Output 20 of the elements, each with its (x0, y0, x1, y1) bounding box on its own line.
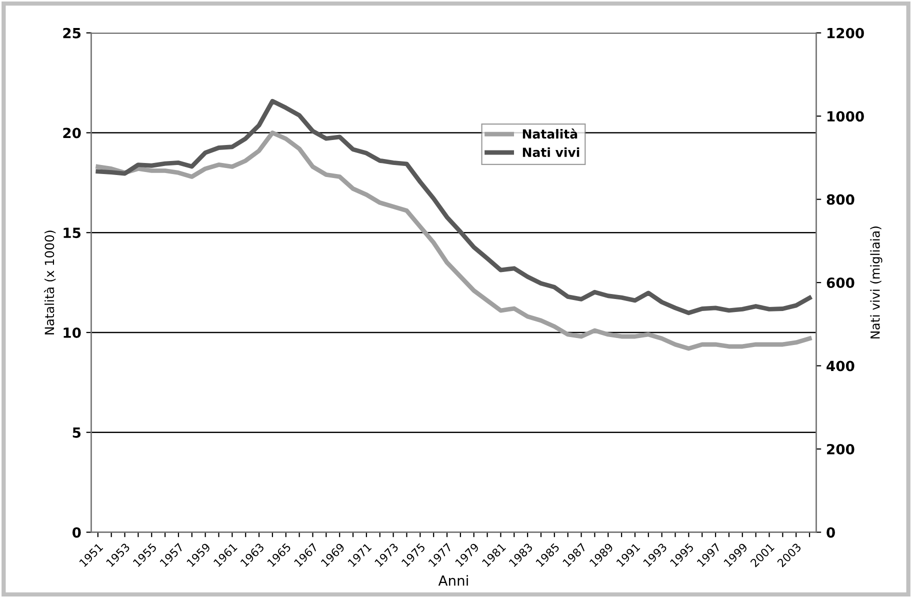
y-axis-title: Natalità (x 1000) (44, 230, 56, 334)
y2-tick-label: 1000 (828, 111, 864, 122)
x-axis-title: Anni (438, 575, 468, 586)
line-series (96, 130, 812, 351)
y2-tick-label: 200 (827, 444, 854, 454)
line-series (96, 98, 812, 316)
y2-tick-label: 1200 (828, 28, 864, 38)
y-tick-label: 5 (72, 428, 81, 438)
y-tick-label: 10 (64, 327, 81, 338)
y2-tick-label: 400 (826, 360, 854, 372)
legend-label: Nati vivi (522, 147, 580, 158)
y-tick-label: 15 (64, 228, 81, 238)
y-tick-label: 20 (63, 128, 81, 138)
y-tick-label: 0 (72, 527, 81, 538)
y-tick-label: 25 (63, 28, 81, 38)
y2-axis-title: Nati vivi (migliaia) (870, 226, 882, 338)
y2-tick-label: 0 (826, 527, 835, 538)
y2-tick-label: 800 (826, 194, 854, 205)
legend-label: Natalità (522, 128, 578, 139)
y2-tick-label: 600 (826, 278, 854, 288)
